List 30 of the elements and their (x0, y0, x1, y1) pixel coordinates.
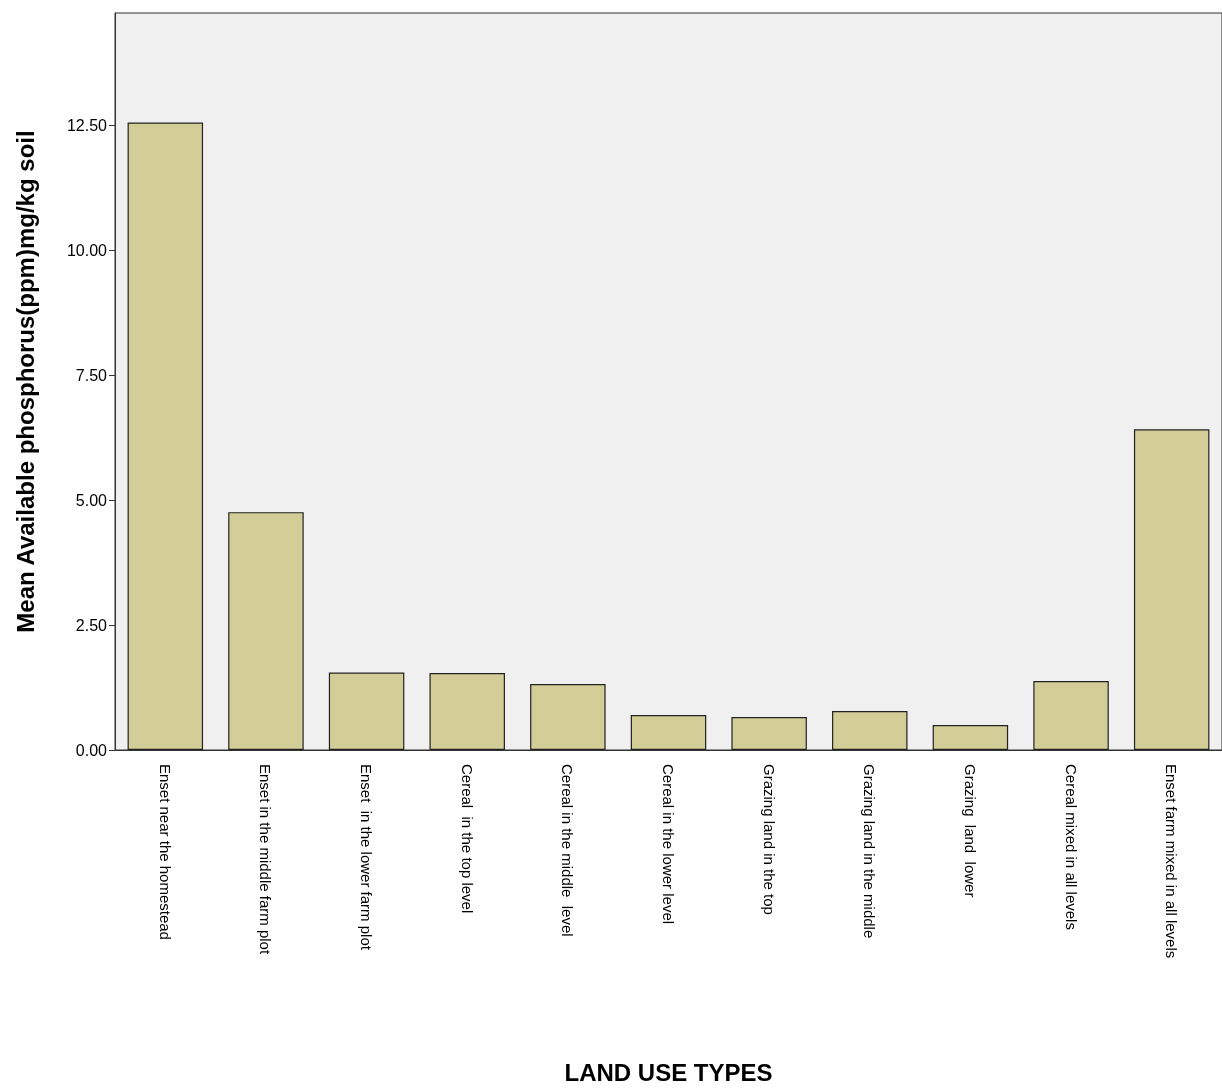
x-tick-label: Grazing land lower (961, 764, 979, 898)
x-tick-label: Cereal in the lower level (660, 764, 677, 925)
bar (127, 122, 204, 750)
bar (1033, 681, 1109, 750)
y-tick-label: 0.00 (75, 741, 108, 759)
y-tick-label: 12.50 (66, 116, 108, 134)
x-tick-label: Cereal mixed in all levels (1062, 764, 1080, 930)
bar (1133, 429, 1210, 750)
bar (228, 512, 304, 750)
bar (630, 715, 707, 750)
x-tick-label: Enset in the lower farm plot (358, 764, 376, 951)
x-tick-label: Enset farm mixed in all levels (1163, 764, 1181, 959)
bar (530, 684, 606, 750)
bar (932, 725, 1009, 750)
y-tick-label: 10.00 (66, 241, 108, 259)
bar (328, 672, 405, 750)
x-tick-label: Grazing land in the top (760, 764, 778, 915)
x-tick-label: Cereal in the middle level (559, 764, 577, 937)
x-tick-label: Cereal in the top level (458, 764, 476, 914)
bar (429, 673, 505, 750)
x-axis-title: LAND USE TYPES (564, 1058, 773, 1086)
y-tick-label: 5.00 (75, 491, 108, 509)
x-tick-label: Enset in the middle farm plot (257, 764, 275, 955)
x-tick-label: Enset near the homestead (156, 764, 174, 940)
bar (832, 711, 908, 750)
x-tick-label: Grazing land in the middle (861, 764, 879, 939)
y-tick-label: 7.50 (75, 366, 108, 384)
y-axis-title: Mean Available phosphorus(ppm)mg/kg soil (11, 130, 39, 633)
bar (731, 717, 807, 750)
y-tick-label: 2.50 (75, 616, 108, 634)
